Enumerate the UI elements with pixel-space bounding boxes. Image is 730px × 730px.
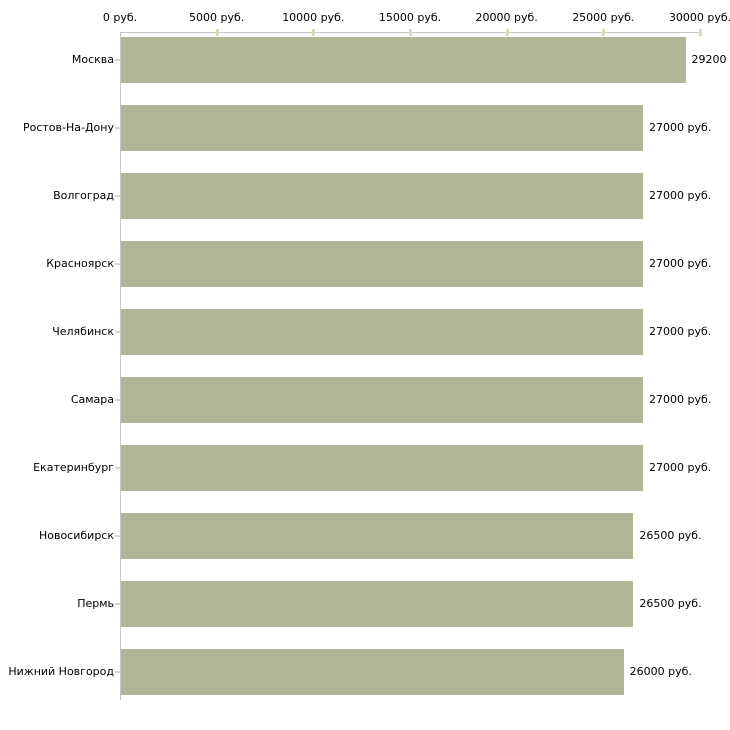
value-label: 26500 руб. [639, 529, 702, 542]
category-label: Нижний Новгород [8, 665, 114, 678]
category-label: Волгоград [53, 189, 114, 202]
x-axis-tick-label: 10000 руб. [282, 11, 345, 24]
y-axis-tick-mark [115, 467, 120, 469]
y-axis-tick-mark [115, 331, 120, 333]
category-label: Новосибирск [38, 529, 114, 542]
value-label: 27000 руб. [649, 461, 712, 474]
y-axis-tick-mark [115, 399, 120, 401]
category-label: Москва [71, 53, 114, 66]
category-label: Ростов-На-Дону [22, 121, 114, 134]
x-axis-tick-mark [215, 29, 219, 36]
bar [121, 649, 624, 695]
y-axis-line [120, 32, 121, 700]
value-label: 27000 руб. [649, 189, 712, 202]
x-axis-tick-mark [409, 29, 412, 36]
bar [121, 173, 643, 219]
bar [121, 445, 643, 491]
x-axis-tick-label: 25000 руб. [572, 11, 635, 24]
y-axis-tick-mark [115, 603, 120, 605]
value-label: 27000 руб. [649, 257, 712, 270]
category-label: Екатеринбург [33, 461, 114, 474]
bar [121, 37, 686, 83]
x-axis-tick-mark [505, 29, 509, 36]
value-label: 26500 руб. [639, 597, 702, 610]
x-axis-tick-mark [602, 29, 606, 36]
value-label: 27000 руб. [649, 121, 712, 134]
x-axis-tick-label: 20000 руб. [475, 11, 538, 24]
bar [121, 581, 634, 627]
bar [121, 309, 643, 355]
value-label: 26000 руб. [629, 665, 692, 678]
x-axis-tick-mark [699, 29, 702, 36]
bar [121, 241, 643, 287]
category-label: Челябинск [52, 325, 114, 338]
category-label: Пермь [77, 597, 114, 610]
x-axis-tick-label: 30000 руб. [668, 11, 730, 24]
bar [121, 513, 634, 559]
value-label: 27000 руб. [649, 393, 712, 406]
value-label: 29200 руб. [691, 53, 730, 66]
x-axis-tick-label: 0 руб. [102, 11, 138, 24]
y-axis-tick-mark [115, 127, 120, 129]
x-axis-tick-mark [312, 29, 316, 36]
x-axis-tick-label: 15000 руб. [378, 11, 442, 24]
value-label: 27000 руб. [649, 325, 712, 338]
x-axis-tick-label: 5000 руб. [189, 11, 245, 24]
y-axis-tick-mark [115, 195, 120, 197]
y-axis-tick-mark [115, 263, 120, 265]
y-axis-tick-mark [115, 671, 120, 673]
category-label: Самара [70, 393, 114, 406]
bar [121, 377, 643, 423]
bar [121, 105, 643, 151]
y-axis-tick-mark [115, 535, 120, 537]
category-label: Красноярск [46, 257, 114, 270]
y-axis-tick-mark [115, 59, 120, 61]
